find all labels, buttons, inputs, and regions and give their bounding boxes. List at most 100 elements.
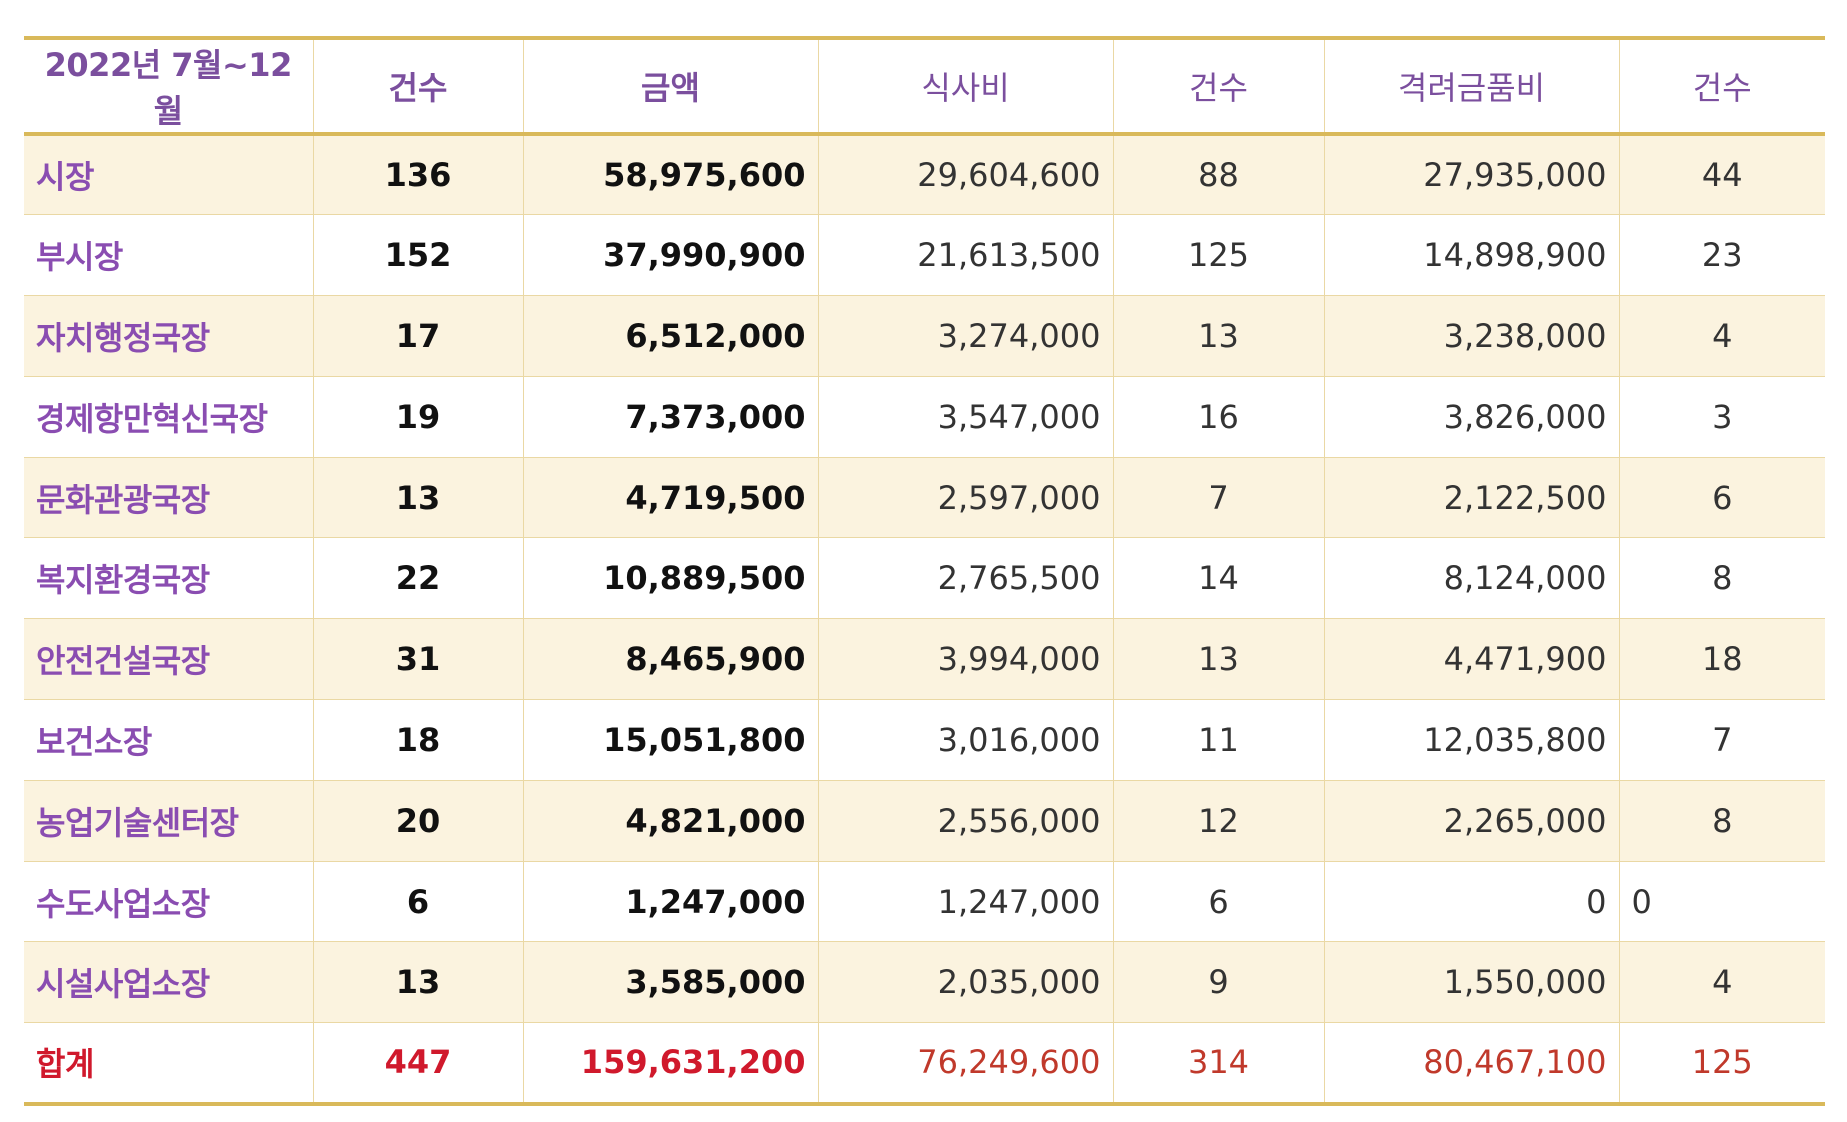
row-meal: 2,035,000 (817, 941, 1113, 1024)
row-gift: 0 (1323, 861, 1619, 943)
row-name: 경제항만혁신국장 (24, 376, 313, 458)
row-gift-count: 44 (1618, 134, 1825, 216)
row-name: 자치행정국장 (24, 295, 313, 377)
row-meal-count: 16 (1112, 376, 1324, 458)
row-meal: 3,274,000 (817, 295, 1113, 377)
row-gift-count: 8 (1618, 780, 1825, 862)
row-count: 152 (312, 214, 523, 297)
row-gift: 2,122,500 (1323, 457, 1619, 539)
header-row: 2022년 7월~12월 건수 금액 식사비 건수 격려금품비 건수 (24, 36, 1825, 136)
row-gift-count: 6 (1618, 457, 1825, 539)
table-row: 부시장 152 37,990,900 21,613,500 125 14,898… (24, 214, 1825, 297)
row-gift: 27,935,000 (1323, 134, 1619, 216)
row-meal: 29,604,600 (817, 134, 1113, 216)
expense-table: 2022년 7월~12월 건수 금액 식사비 건수 격려금품비 건수 시장 13… (24, 36, 1825, 1106)
row-count: 136 (312, 134, 523, 216)
row-count: 13 (312, 941, 523, 1024)
row-meal-count: 13 (1112, 295, 1324, 377)
row-meal-count: 125 (1112, 214, 1324, 297)
row-meal-count: 6 (1112, 861, 1324, 943)
row-gift-count: 8 (1618, 537, 1825, 620)
row-name: 안전건설국장 (24, 618, 313, 701)
row-gift: 8,124,000 (1323, 537, 1619, 620)
row-meal-count: 88 (1112, 134, 1324, 216)
row-name: 부시장 (24, 214, 313, 297)
row-gift: 2,265,000 (1323, 780, 1619, 862)
row-gift-count: 4 (1618, 295, 1825, 377)
row-gift: 1,550,000 (1323, 941, 1619, 1024)
row-name: 시설사업소장 (24, 941, 313, 1024)
row-meal: 21,613,500 (817, 214, 1113, 297)
row-meal: 2,556,000 (817, 780, 1113, 862)
row-meal: 2,765,500 (817, 537, 1113, 620)
row-gift-count: 18 (1618, 618, 1825, 701)
row-count: 18 (312, 699, 523, 781)
table-row: 안전건설국장 31 8,465,900 3,994,000 13 4,471,9… (24, 618, 1825, 701)
row-count: 20 (312, 780, 523, 862)
row-meal: 1,247,000 (817, 861, 1113, 943)
table-header: 2022년 7월~12월 건수 금액 식사비 건수 격려금품비 건수 (24, 36, 1825, 136)
row-gift: 14,898,900 (1323, 214, 1619, 297)
row-amount: 4,821,000 (522, 780, 818, 862)
row-gift-count: 23 (1618, 214, 1825, 297)
header-gift: 격려금품비 (1323, 36, 1619, 136)
header-meal-count: 건수 (1112, 36, 1324, 136)
row-name: 문화관광국장 (24, 457, 313, 539)
row-meal-count: 9 (1112, 941, 1324, 1024)
row-count: 22 (312, 537, 523, 620)
row-amount: 6,512,000 (522, 295, 818, 377)
row-meal: 3,994,000 (817, 618, 1113, 701)
row-amount: 58,975,600 (522, 134, 818, 216)
row-name: 농업기술센터장 (24, 780, 313, 862)
row-meal-count: 13 (1112, 618, 1324, 701)
row-meal-count: 11 (1112, 699, 1324, 781)
row-gift-count: 3 (1618, 376, 1825, 458)
row-name: 복지환경국장 (24, 537, 313, 620)
table-row: 시설사업소장 13 3,585,000 2,035,000 9 1,550,00… (24, 941, 1825, 1024)
row-count: 17 (312, 295, 523, 377)
row-name: 수도사업소장 (24, 861, 313, 943)
row-gift-count: 4 (1618, 941, 1825, 1024)
total-gift: 80,467,100 (1323, 1022, 1619, 1106)
row-count: 6 (312, 861, 523, 943)
header-count: 건수 (312, 36, 523, 136)
total-row: 합계 447 159,631,200 76,249,600 314 80,467… (24, 1022, 1825, 1106)
row-amount: 7,373,000 (522, 376, 818, 458)
row-meal: 3,016,000 (817, 699, 1113, 781)
row-amount: 37,990,900 (522, 214, 818, 297)
row-amount: 1,247,000 (522, 861, 818, 943)
row-gift: 3,238,000 (1323, 295, 1619, 377)
header-meal: 식사비 (817, 36, 1113, 136)
row-gift-count: 7 (1618, 699, 1825, 781)
row-amount: 8,465,900 (522, 618, 818, 701)
total-meal: 76,249,600 (817, 1022, 1113, 1106)
total-gift-count: 125 (1618, 1022, 1825, 1106)
row-meal-count: 14 (1112, 537, 1324, 620)
row-amount: 10,889,500 (522, 537, 818, 620)
row-amount: 3,585,000 (522, 941, 818, 1024)
table-row: 보건소장 18 15,051,800 3,016,000 11 12,035,8… (24, 699, 1825, 781)
row-gift: 4,471,900 (1323, 618, 1619, 701)
total-label: 합계 (24, 1022, 313, 1106)
row-gift: 12,035,800 (1323, 699, 1619, 781)
header-gift-count: 건수 (1618, 36, 1825, 136)
table-row: 복지환경국장 22 10,889,500 2,765,500 14 8,124,… (24, 537, 1825, 620)
row-name: 보건소장 (24, 699, 313, 781)
row-meal-count: 12 (1112, 780, 1324, 862)
row-gift-count: 0 (1618, 861, 1825, 943)
total-amount: 159,631,200 (522, 1022, 818, 1106)
total-meal-count: 314 (1112, 1022, 1324, 1106)
row-count: 13 (312, 457, 523, 539)
expense-table-container: 2022년 7월~12월 건수 금액 식사비 건수 격려금품비 건수 시장 13… (24, 36, 1825, 1106)
table-row: 자치행정국장 17 6,512,000 3,274,000 13 3,238,0… (24, 295, 1825, 377)
table-row: 농업기술센터장 20 4,821,000 2,556,000 12 2,265,… (24, 780, 1825, 862)
row-meal: 3,547,000 (817, 376, 1113, 458)
row-amount: 4,719,500 (522, 457, 818, 539)
table-row: 시장 136 58,975,600 29,604,600 88 27,935,0… (24, 134, 1825, 216)
row-count: 19 (312, 376, 523, 458)
total-count: 447 (312, 1022, 523, 1106)
table-row: 경제항만혁신국장 19 7,373,000 3,547,000 16 3,826… (24, 376, 1825, 458)
table-row: 문화관광국장 13 4,719,500 2,597,000 7 2,122,50… (24, 457, 1825, 539)
row-gift: 3,826,000 (1323, 376, 1619, 458)
header-amount: 금액 (522, 36, 818, 136)
